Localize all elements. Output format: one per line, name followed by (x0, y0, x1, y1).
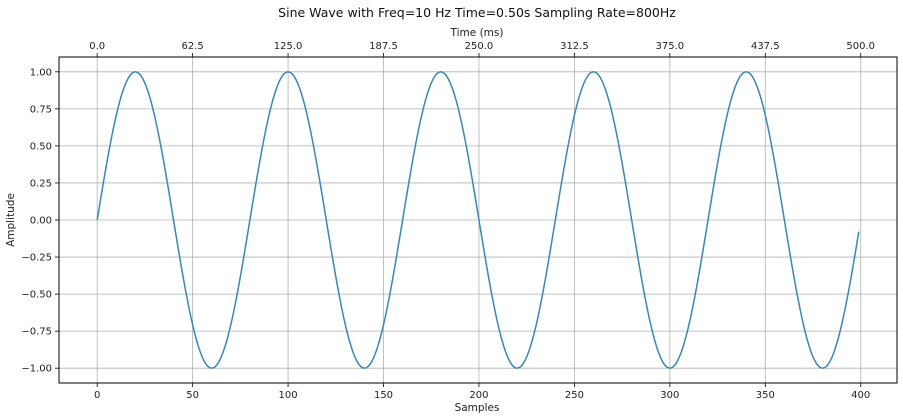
y-tick-label: −0.50 (21, 290, 52, 301)
x-tick-label: 300 (660, 390, 679, 401)
x-tick-label: 400 (851, 390, 870, 401)
top-x-tick-label: 62.5 (181, 41, 203, 52)
top-x-tick-label: 125.0 (274, 41, 303, 52)
y-tick-label: 0.00 (30, 216, 52, 227)
y-tick-label: −1.00 (21, 364, 52, 375)
chart-title: Sine Wave with Freq=10 Hz Time=0.50s Sam… (278, 5, 676, 20)
sine-series-line (96, 71, 860, 369)
x-axis-title: Samples (455, 402, 500, 414)
x-tick-label: 250 (565, 390, 584, 401)
top-x-tick-label: 500.0 (846, 41, 875, 52)
tick-layer: 0 50 100 150 200 250 300 350 400 0.0 62.5 125.0 187.… (21, 41, 875, 401)
y-tick-label: 0.25 (30, 178, 52, 189)
y-tick-label: −0.25 (21, 253, 52, 264)
top-x-axis-title: Time (ms) (450, 27, 504, 39)
y-axis-title: Amplitude (5, 193, 17, 247)
top-x-tick-label: 437.5 (751, 41, 780, 52)
x-tick-label: 150 (374, 390, 393, 401)
top-x-tick-label: 250.0 (465, 41, 494, 52)
x-tick-label: 350 (756, 390, 775, 401)
y-tick-label: 0.50 (30, 141, 52, 152)
y-tick-label: 1.00 (30, 67, 52, 78)
x-tick-label: 100 (279, 390, 298, 401)
top-x-tick-label: 312.5 (560, 41, 589, 52)
top-x-tick-label: 375.0 (656, 41, 685, 52)
y-tick-label: 0.75 (30, 104, 52, 115)
series-layer (96, 71, 860, 369)
x-tick-label: 50 (186, 390, 199, 401)
grid-lines (59, 57, 897, 383)
x-tick-label: 200 (469, 390, 488, 401)
y-tick-label: −0.75 (21, 327, 52, 338)
x-tick-label: 0 (94, 390, 100, 401)
top-x-tick-label: 187.5 (369, 41, 398, 52)
top-x-tick-label: 0.0 (89, 41, 105, 52)
